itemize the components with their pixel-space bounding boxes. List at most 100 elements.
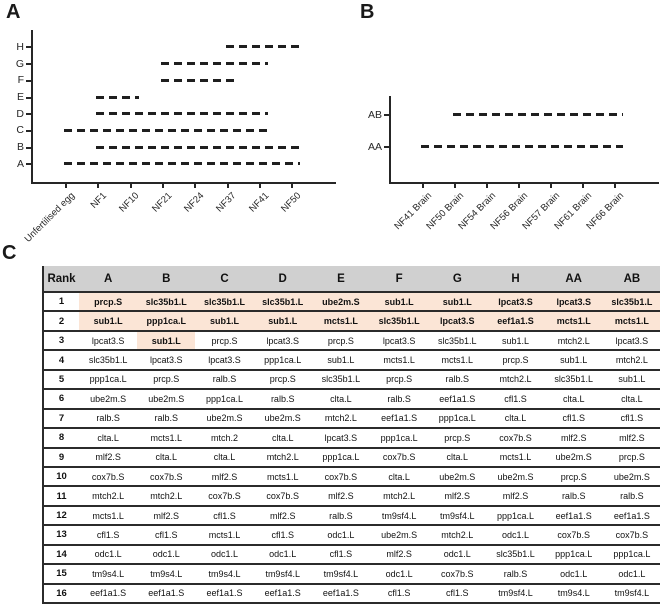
table-rank-cell: 13 — [44, 526, 79, 546]
table-header-cell: H — [486, 266, 545, 293]
table-rank-cell: 7 — [44, 409, 79, 430]
y-axis-tick — [26, 63, 31, 66]
table-cell: odc1.L — [370, 565, 429, 585]
table-cell: ppp1ca.L — [428, 409, 487, 430]
table-cell: prcp.S — [79, 293, 138, 313]
table-cell: mlf2.S — [428, 487, 487, 507]
table-cell: lpcat3.S — [602, 331, 660, 352]
table-cell: cox7b.S — [253, 487, 312, 507]
table-cell: eef1a1.S — [428, 390, 487, 410]
table-rank-cell: 9 — [44, 448, 79, 468]
table-cell: odc1.L — [79, 545, 138, 566]
table-cell: mlf2.S — [137, 506, 196, 527]
x-axis — [31, 182, 336, 184]
table-cell: mcts1.L — [137, 429, 196, 449]
table-cell: eef1a1.S — [544, 506, 603, 527]
table-cell: mcts1.L — [79, 506, 138, 527]
panel-b-label: B — [360, 1, 375, 23]
y-axis-tick — [26, 129, 31, 132]
table-cell: cfl1.S — [195, 506, 254, 527]
y-axis-label: D — [16, 107, 24, 120]
table-cell: cfl1.S — [544, 409, 603, 430]
table-cell: lpcat3.S — [428, 312, 487, 332]
range-dash-line — [453, 113, 623, 116]
table-rank-cell: 12 — [44, 506, 79, 527]
panel-c-label: C — [2, 242, 17, 264]
table-header-cell: B — [137, 266, 196, 293]
table-cell: sub1.L — [79, 312, 138, 332]
table-cell: prcp.S — [311, 331, 370, 352]
table-cell: ube2m.S — [602, 467, 660, 488]
x-axis-tick — [97, 184, 100, 188]
table-cell: cfl1.S — [428, 584, 487, 604]
table-cell: slc35b1.L — [544, 370, 603, 391]
table-header-cell: E — [311, 266, 370, 293]
table-cell: lpcat3.S — [195, 351, 254, 371]
y-axis-tick — [384, 146, 389, 148]
y-axis-tick — [26, 96, 31, 99]
table-cell: lpcat3.S — [544, 293, 603, 313]
table-cell: mcts1.L — [370, 351, 429, 371]
table-cell: ppp1ca.L — [79, 370, 138, 391]
table-cell: tm9sf4.L — [486, 584, 545, 604]
table-cell: prcp.S — [428, 429, 487, 449]
table-header-cell: A — [79, 266, 138, 293]
range-dash-line — [160, 78, 236, 82]
table-cell: slc35b1.L — [137, 293, 196, 313]
table-cell: cfl1.S — [486, 390, 545, 410]
table-cell: clta.L — [253, 429, 312, 449]
table-cell: ube2m.S — [370, 526, 429, 546]
table-cell: lpcat3.S — [253, 331, 312, 352]
table-cell: sub1.L — [428, 293, 487, 313]
table-cell: mcts1.L — [602, 312, 660, 332]
table-header-cell: G — [428, 266, 487, 293]
y-axis-label: C — [16, 124, 24, 137]
table-cell: cfl1.S — [79, 526, 138, 546]
y-axis-label: A — [16, 157, 24, 170]
table-cell: ppp1ca.L — [602, 545, 660, 566]
table-cell: mtch2.L — [544, 331, 603, 352]
table-rank-cell: 1 — [44, 293, 79, 313]
y-axis-label: H — [16, 40, 24, 53]
table-cell: ppp1ca.L — [486, 506, 545, 527]
range-dash-line — [64, 162, 301, 166]
table-cell: cfl1.S — [311, 545, 370, 566]
table-cell: cfl1.S — [602, 409, 660, 430]
table-cell: mlf2.S — [253, 506, 312, 527]
table-cell: ralb.S — [311, 506, 370, 527]
table-cell: eef1a1.S — [195, 584, 254, 604]
table-cell: eef1a1.S — [79, 584, 138, 604]
table-cell: ube2m.S — [195, 409, 254, 430]
y-axis — [31, 30, 33, 184]
table-cell: slc35b1.L — [79, 351, 138, 371]
range-dash-line — [64, 128, 268, 132]
table-cell: mcts1.L — [311, 312, 370, 332]
table-cell: ube2m.S — [486, 467, 545, 488]
table-header-cell: F — [370, 266, 429, 293]
table-cell: lpcat3.S — [311, 429, 370, 449]
table-cell: tm9s4.L — [544, 584, 603, 604]
table-cell: tm9sf4.L — [253, 565, 312, 585]
table-cell: clta.L — [486, 409, 545, 430]
table-cell: mtch2.L — [311, 409, 370, 430]
table-cell: prcp.S — [137, 370, 196, 391]
table-cell: mcts1.L — [253, 467, 312, 488]
x-axis-tick — [291, 184, 294, 188]
table-cell: slc35b1.L — [195, 293, 254, 313]
range-dash-line — [96, 145, 301, 149]
range-dash-line — [225, 45, 301, 49]
table-cell: cox7b.S — [311, 467, 370, 488]
table-cell: sub1.L — [195, 312, 254, 332]
table-cell: ppp1ca.L — [370, 429, 429, 449]
table-cell: cox7b.S — [602, 526, 660, 546]
table-cell: mtch2.L — [486, 370, 545, 391]
table-cell: clta.L — [602, 390, 660, 410]
table-cell: odc1.L — [428, 545, 487, 566]
table-cell: ralb.S — [544, 487, 603, 507]
table-cell: ppp1ca.L — [253, 351, 312, 371]
table-cell: prcp.S — [195, 331, 254, 352]
table-cell: ralb.S — [486, 565, 545, 585]
table-cell: cox7b.S — [370, 448, 429, 468]
table-cell: ppp1ca.L — [311, 448, 370, 468]
